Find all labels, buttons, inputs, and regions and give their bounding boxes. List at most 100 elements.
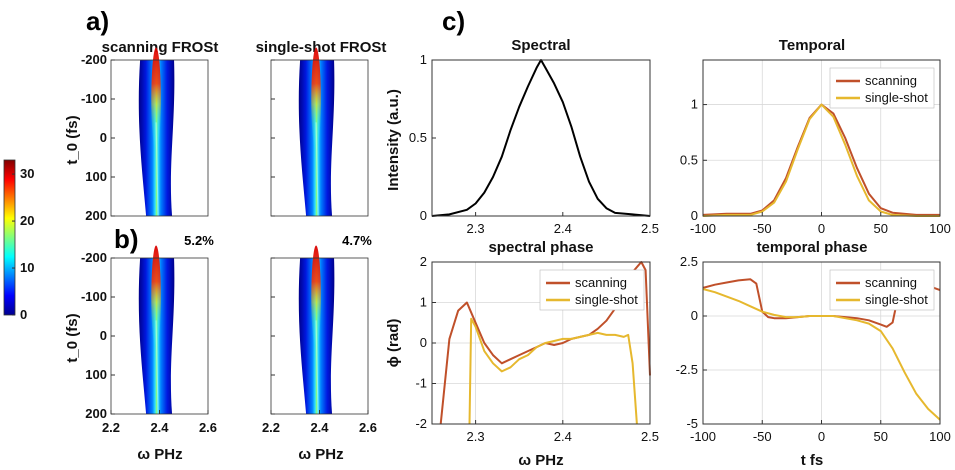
- ytick-label: 2: [420, 254, 427, 269]
- heatmap-xlabel-right: ω PHz: [298, 446, 343, 463]
- xtick-label: 2.4: [554, 429, 572, 444]
- temporal-title: Temporal: [779, 37, 845, 54]
- line-chart-3: -100 -50 0 50 100 -5 -2.5 0 2.5 scanning single-sh…: [676, 254, 951, 444]
- series-line-single-shot: [702, 103, 940, 217]
- heatmap-ylabel-bottom: t_0 (fs): [64, 313, 81, 362]
- panel-label-c: c): [442, 6, 465, 36]
- heatmap-peak: [311, 47, 321, 151]
- colorbar-tick-label: 0: [20, 307, 27, 322]
- line-chart-1: -100 -50 0 50 100 0 0.5 1 scanning single-shot: [680, 59, 951, 236]
- heatmap-peak: [151, 47, 161, 151]
- ytick-label: 1: [420, 295, 427, 310]
- colorbar-tick-label: 30: [20, 166, 34, 181]
- panel-label-b: b): [114, 224, 139, 254]
- heatmap-3: 2.2 2.4 2.6: [262, 245, 377, 435]
- xtick-label: 100: [929, 429, 951, 444]
- heatmap-ytick-label: -200: [81, 52, 107, 67]
- ytick-label: -2: [415, 416, 427, 431]
- heatmap-xtick-label: 2.4: [150, 420, 169, 435]
- ytick-label: 0: [691, 308, 698, 323]
- xtick-label: 2.3: [467, 221, 485, 236]
- spectral-title: Spectral: [511, 37, 570, 54]
- ytick-label: 0.5: [680, 152, 698, 167]
- heatmap-center-line: [315, 122, 319, 217]
- ytick-label: 2.5: [680, 254, 698, 269]
- spectral-phase-xlabel: ω PHz: [518, 452, 563, 469]
- spectral-phase-ylabel: ϕ (rad): [385, 319, 402, 368]
- heatmap-xtick-label: 2.2: [102, 420, 120, 435]
- ytick-label: 1: [420, 52, 427, 67]
- series-line-single-shot: [468, 317, 638, 425]
- xtick-label: 2.5: [641, 221, 659, 236]
- heatmap-ytick-label: 100: [85, 367, 107, 382]
- ytick-label: 1: [691, 97, 698, 112]
- heatmap-xtick-label: 2.4: [310, 420, 329, 435]
- xtick-label: 100: [929, 221, 951, 236]
- heatmap-annotation-scanning: 5.2%: [184, 233, 214, 248]
- colorbar-tick-label: 10: [20, 260, 34, 275]
- heatmap-ytick-label: 0: [100, 328, 107, 343]
- heatmap-center-line: [155, 122, 159, 217]
- xtick-label: 2.3: [467, 429, 485, 444]
- ytick-label: 0: [420, 208, 427, 223]
- xtick-label: -100: [690, 429, 716, 444]
- spectral-phase-title: spectral phase: [488, 239, 593, 256]
- xtick-label: -50: [753, 221, 772, 236]
- heatmap-ytick-label: 200: [85, 208, 107, 223]
- heatmap-ytick-label: -100: [81, 289, 107, 304]
- legend-box: [829, 67, 935, 109]
- line-chart-0: 2.3 2.4 2.5 0 0.5 1: [409, 52, 659, 236]
- colorbar: [3, 159, 16, 316]
- legend-label: scanning: [575, 275, 627, 290]
- xtick-label: 0: [818, 221, 825, 236]
- xtick-label: -100: [690, 221, 716, 236]
- temporal-phase-title: temporal phase: [757, 239, 868, 256]
- heatmap-peak: [311, 245, 321, 349]
- heatmap-xtick-label: 2.6: [359, 420, 377, 435]
- legend-label: single-shot: [865, 292, 928, 307]
- heatmap-1: [270, 47, 369, 217]
- ytick-label: -2.5: [676, 362, 698, 377]
- xtick-label: -50: [753, 429, 772, 444]
- legend-label: single-shot: [575, 292, 638, 307]
- spectral-ylabel: Intensity (a.u.): [385, 89, 402, 191]
- heatmap-ytick-label: -100: [81, 91, 107, 106]
- xtick-label: 2.5: [641, 429, 659, 444]
- line-chart-2: 2.3 2.4 2.5 -2 -1 0 1 2 scanning single-shot: [415, 254, 659, 444]
- plot-area: [432, 60, 650, 216]
- xtick-label: 50: [874, 221, 888, 236]
- heatmap-title-singleshot: single-shot FROSt: [256, 39, 387, 56]
- heatmap-xlabel-left: ω PHz: [137, 446, 182, 463]
- panel-label-a: a): [86, 6, 109, 36]
- heatmap-ylabel-top: t_0 (fs): [64, 115, 81, 164]
- ytick-label: 0: [691, 208, 698, 223]
- line-charts: 2.3 2.4 2.500.51-100 -50 0 50 10000.51scanning…: [409, 52, 951, 444]
- legend-label: scanning: [865, 275, 917, 290]
- heatmap-xtick-label: 2.6: [199, 420, 217, 435]
- heatmap-ytick-label: 100: [85, 169, 107, 184]
- heatmap-ytick-label: 200: [85, 406, 107, 421]
- ytick-label: 0.5: [409, 130, 427, 145]
- heatmap-title-scanning: scanning FROSt: [102, 39, 219, 56]
- legend-box: [539, 269, 645, 311]
- colorbar-tick-label: 20: [20, 213, 34, 228]
- series-line-single-shot: [702, 288, 941, 421]
- heatmap-0: -200 -100 0 100 200: [81, 47, 209, 223]
- heatmap-ytick-label: -200: [81, 250, 107, 265]
- heatmap-annotation-singleshot: 4.7%: [342, 233, 372, 248]
- heatmap-center-line: [315, 320, 319, 415]
- ytick-label: 0: [420, 335, 427, 350]
- heatmap-ytick-label: 0: [100, 130, 107, 145]
- legend-box: [829, 269, 935, 311]
- heatmap-peak: [151, 245, 161, 349]
- ytick-label: -1: [415, 376, 427, 391]
- temporal-phase-xlabel: t fs: [801, 452, 824, 469]
- heatmap-center-line: [155, 320, 159, 415]
- legend-label: single-shot: [865, 90, 928, 105]
- xtick-label: 2.4: [554, 221, 572, 236]
- colorbar-ticks: 0 10 20 30: [12, 166, 34, 322]
- heatmap-xtick-label: 2.2: [262, 420, 280, 435]
